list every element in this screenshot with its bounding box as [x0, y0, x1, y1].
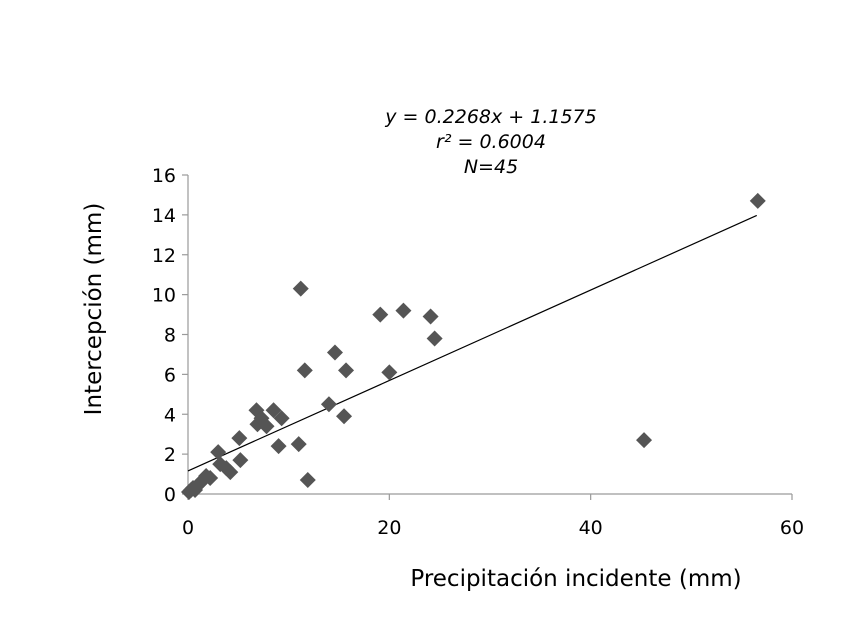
y-tick-label: 6 — [164, 364, 176, 386]
trendline — [187, 214, 758, 472]
annotation-block: y = 0.2268x + 1.1575 r² = 0.6004 N=45 — [384, 106, 596, 178]
data-point — [336, 408, 353, 425]
y-tick-label: 12 — [152, 245, 176, 267]
data-point — [422, 308, 439, 325]
data-point — [292, 280, 309, 297]
data-point — [381, 364, 398, 381]
y-tick-label: 2 — [164, 444, 176, 466]
data-point — [749, 192, 766, 209]
data-point — [320, 396, 337, 413]
data-points — [181, 192, 766, 501]
y-tick-labels: 0 2 4 6 8 10 12 14 16 — [152, 165, 176, 506]
x-tick-label: 60 — [780, 517, 804, 539]
data-point — [290, 436, 307, 453]
data-point — [210, 444, 227, 461]
sample-size-annotation: N=45 — [464, 156, 518, 178]
data-point — [372, 306, 389, 323]
data-point — [296, 362, 313, 379]
data-point — [222, 464, 239, 481]
data-point — [426, 330, 443, 347]
y-tick-label: 0 — [164, 484, 176, 506]
trendline-layer — [187, 214, 758, 472]
data-point — [202, 470, 219, 487]
r-squared-annotation: r² = 0.6004 — [436, 131, 546, 153]
data-point — [338, 362, 355, 379]
y-axis-title: Intercepción (mm) — [81, 203, 107, 416]
data-point — [258, 418, 275, 435]
data-point — [299, 472, 316, 489]
y-tick-label: 4 — [164, 404, 176, 426]
data-point — [232, 452, 249, 469]
data-point — [231, 430, 248, 447]
data-point — [270, 438, 287, 455]
data-point — [326, 344, 343, 361]
x-tick-label: 40 — [579, 517, 603, 539]
y-tick-label: 10 — [152, 285, 176, 307]
data-point — [395, 302, 412, 319]
data-point — [273, 410, 290, 427]
x-axis-title: Precipitación incidente (mm) — [410, 566, 741, 592]
y-tick-label: 14 — [152, 205, 176, 227]
axes — [182, 174, 793, 500]
y-tick-label: 8 — [164, 325, 176, 347]
x-tick-label: 20 — [377, 517, 401, 539]
equation-annotation: y = 0.2268x + 1.1575 — [384, 106, 596, 128]
data-point — [265, 402, 282, 419]
y-tick-label: 16 — [152, 165, 176, 187]
x-tick-labels: 0 20 40 60 — [182, 517, 804, 539]
data-point — [636, 432, 653, 449]
x-tick-label: 0 — [182, 517, 194, 539]
